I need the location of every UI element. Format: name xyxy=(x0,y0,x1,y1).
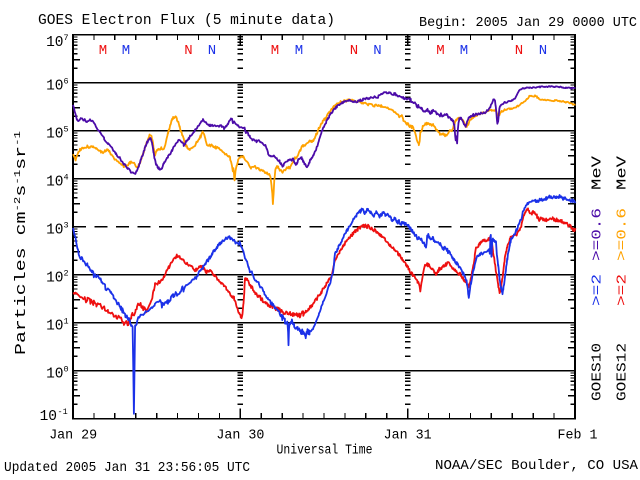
svg-text:>=2: >=2 xyxy=(591,274,606,306)
svg-text:5: 5 xyxy=(64,125,69,135)
svg-text:N: N xyxy=(373,43,381,59)
svg-text:10: 10 xyxy=(46,127,63,143)
svg-text:Particles cm-2s-1sr-1: Particles cm-2s-1sr-1 xyxy=(13,131,30,355)
svg-text:Jan 30: Jan 30 xyxy=(216,428,264,444)
svg-text:M: M xyxy=(271,43,279,59)
svg-text:>=2: >=2 xyxy=(616,274,631,306)
svg-text:M: M xyxy=(122,43,130,59)
svg-text:Begin: 2005 Jan 29 0000 UTC: Begin: 2005 Jan 29 0000 UTC xyxy=(419,15,637,31)
svg-text:Universal Time: Universal Time xyxy=(277,444,373,459)
svg-text:10: 10 xyxy=(46,223,63,239)
svg-text:N: N xyxy=(208,43,216,59)
svg-text:6: 6 xyxy=(64,77,69,87)
svg-text:10: 10 xyxy=(46,35,63,51)
svg-text:GOES12: GOES12 xyxy=(616,343,631,401)
svg-text:Jan 29: Jan 29 xyxy=(49,428,97,444)
svg-text:Feb 1: Feb 1 xyxy=(558,428,598,444)
svg-text:10: 10 xyxy=(46,175,63,191)
svg-text:M: M xyxy=(436,43,444,59)
svg-text:>=0.6: >=0.6 xyxy=(591,208,606,261)
svg-text:10: 10 xyxy=(46,271,63,287)
svg-text:1: 1 xyxy=(64,317,69,327)
svg-text:4: 4 xyxy=(64,173,69,183)
svg-text:M: M xyxy=(460,43,468,59)
svg-text:10: 10 xyxy=(46,79,63,95)
svg-text:-1: -1 xyxy=(58,407,68,417)
svg-text:M: M xyxy=(99,43,107,59)
svg-text:>=0.6: >=0.6 xyxy=(616,208,631,261)
svg-text:N: N xyxy=(515,43,523,59)
svg-text:GOES10: GOES10 xyxy=(591,343,606,401)
svg-text:2: 2 xyxy=(64,269,69,279)
svg-text:7: 7 xyxy=(64,33,69,43)
svg-text:N: N xyxy=(184,43,192,59)
svg-text:10: 10 xyxy=(46,367,63,383)
svg-text:Updated 2005 Jan 31 23:56:05 U: Updated 2005 Jan 31 23:56:05 UTC xyxy=(4,460,250,476)
svg-text:N: N xyxy=(350,43,358,59)
svg-text:3: 3 xyxy=(64,221,69,231)
svg-text:Jan 31: Jan 31 xyxy=(384,428,432,444)
svg-text:10: 10 xyxy=(46,319,63,335)
svg-text:10: 10 xyxy=(40,409,57,425)
svg-text:M: M xyxy=(295,43,303,59)
svg-text:0: 0 xyxy=(64,365,69,375)
svg-text:MeV: MeV xyxy=(616,155,631,190)
svg-text:GOES Electron Flux (5 minute d: GOES Electron Flux (5 minute data) xyxy=(38,12,335,29)
svg-text:N: N xyxy=(539,43,547,59)
svg-text:NOAA/SEC Boulder, CO USA: NOAA/SEC Boulder, CO USA xyxy=(435,458,639,474)
svg-text:MeV: MeV xyxy=(591,155,606,190)
